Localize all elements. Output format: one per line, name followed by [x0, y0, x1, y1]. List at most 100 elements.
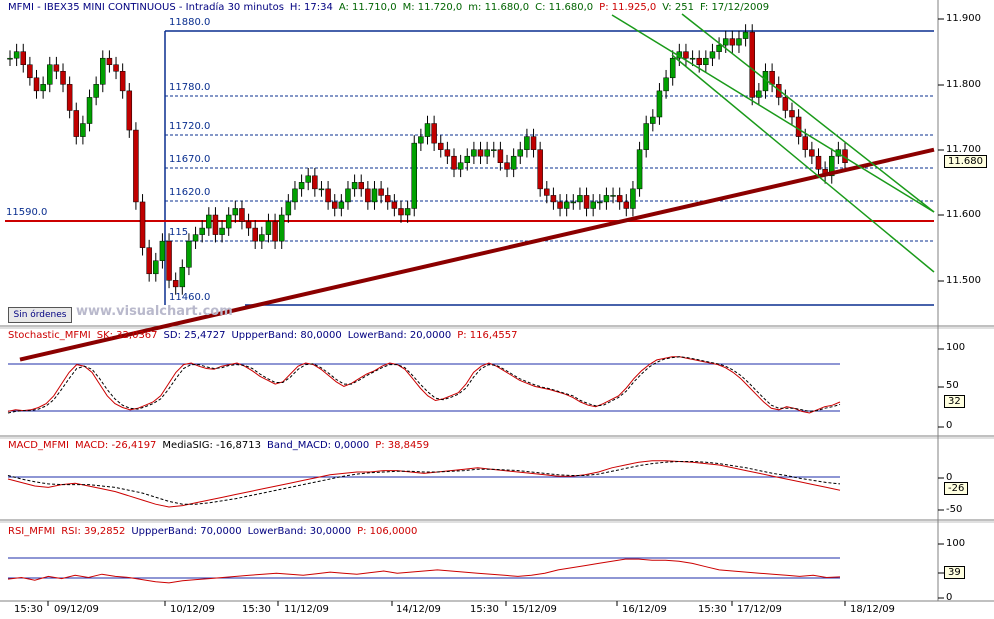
candle — [438, 142, 444, 150]
candle — [544, 188, 550, 196]
rsi-header-field-3: LowerBand: 30,0000 — [247, 526, 352, 537]
candle — [259, 234, 265, 242]
candle — [100, 57, 106, 85]
candle — [7, 57, 13, 60]
macd-header-field-1: MACD: -26,4197 — [74, 440, 157, 451]
time-label-2: 10/12/09 — [170, 604, 215, 615]
candle — [669, 57, 676, 79]
stoch-ytick-2: 0 — [946, 420, 953, 431]
level-label-11720: 11720.0 — [169, 121, 211, 132]
candle — [636, 149, 643, 190]
price-ytick-2: 11.700 — [946, 144, 981, 155]
stoch-ytick-0: 100 — [946, 342, 966, 353]
price-ytick-1: 11.800 — [946, 79, 981, 90]
candle — [411, 142, 417, 209]
candle — [73, 110, 80, 137]
price-header-field-3: M: 11.720,0 — [402, 2, 463, 13]
candle — [212, 214, 219, 235]
level-label-115: 115 — [169, 227, 189, 238]
macd-signal-line — [7, 461, 841, 505]
candle — [172, 280, 179, 288]
time-label-1: 09/12/09 — [54, 604, 99, 615]
candle — [769, 71, 775, 85]
candle — [47, 64, 53, 85]
candle — [477, 149, 484, 157]
candle — [53, 64, 60, 72]
rsi-ytick-2: 0 — [946, 592, 953, 603]
candle — [557, 201, 563, 209]
candle — [166, 240, 172, 281]
candle — [33, 77, 40, 92]
candle — [683, 51, 689, 59]
candle — [252, 227, 258, 242]
channel-line-top — [681, 13, 935, 213]
candle — [66, 84, 73, 111]
candle — [510, 155, 517, 170]
candle — [186, 240, 192, 268]
candle — [736, 38, 742, 46]
time-label-5: 14/12/09 — [396, 604, 441, 615]
candle — [630, 188, 636, 209]
candle — [219, 227, 225, 235]
rsi-last-value: 39 — [944, 566, 965, 579]
orders-badge[interactable]: Sin órdenes — [8, 307, 72, 323]
level-label-11780: 11780.0 — [169, 82, 211, 93]
candle — [80, 123, 86, 137]
candle — [696, 57, 702, 65]
candle — [239, 208, 245, 222]
stoch-last-value: 32 — [944, 395, 965, 408]
candle — [722, 38, 729, 46]
candle — [365, 188, 371, 203]
time-label-8: 16/12/09 — [622, 604, 667, 615]
candle — [278, 214, 285, 242]
candle — [192, 234, 199, 242]
candle — [577, 195, 583, 203]
candle — [703, 57, 709, 65]
candle — [27, 64, 33, 79]
macd-header-field-0: MACD_MFMI — [8, 440, 69, 451]
rsi-header-field-0: RSI_MFMI — [8, 526, 56, 537]
candle — [729, 38, 736, 46]
price-ytick-0: 11.900 — [946, 13, 981, 24]
candle — [331, 201, 338, 209]
candle — [424, 123, 431, 137]
candle — [206, 214, 212, 229]
candle — [471, 149, 477, 157]
candle — [60, 71, 66, 85]
candle — [113, 64, 119, 72]
candle — [550, 195, 557, 203]
stoch-sk-line — [7, 356, 841, 414]
candle — [146, 247, 152, 275]
candle — [444, 149, 451, 157]
candle — [828, 155, 835, 177]
rsi-header-field-1: RSI: 39,2852 — [61, 526, 126, 537]
candle — [795, 116, 802, 137]
candle — [139, 201, 146, 248]
candle — [742, 31, 749, 39]
level-label-11620: 11620.0 — [169, 187, 211, 198]
candle — [225, 214, 232, 229]
candle — [358, 182, 364, 190]
candle — [749, 31, 755, 98]
rsi-header-field-4: P: 106,0000 — [357, 526, 418, 537]
price-header-field-6: P: 11.925,0 — [599, 2, 657, 13]
candle — [351, 182, 358, 190]
trendline — [19, 147, 935, 362]
macd-last-value: -26 — [944, 482, 969, 495]
time-label-10: 17/12/09 — [737, 604, 782, 615]
candle — [663, 77, 669, 92]
candle — [133, 129, 139, 203]
macd-header-field-4: P: 38,8459 — [375, 440, 430, 451]
candle — [815, 155, 822, 170]
stoch-sd-line — [7, 356, 841, 414]
candle — [312, 175, 318, 190]
candle — [504, 162, 510, 170]
price-header-field-5: C: 11.680,0 — [535, 2, 594, 13]
channel-line-upper — [611, 14, 935, 213]
time-label-3: 15:30 — [242, 604, 271, 615]
price-header-field-0: MFMI - IBEX35 MINI CONTINUOUS - Intradía… — [8, 2, 284, 13]
channel-line-lower — [671, 54, 935, 273]
macd-header: MACD_MFMI MACD: -26,4197 MediaSIG: -16,871… — [8, 440, 435, 452]
macd-header-field-3: Band_MACD: 0,0000 — [267, 440, 370, 451]
